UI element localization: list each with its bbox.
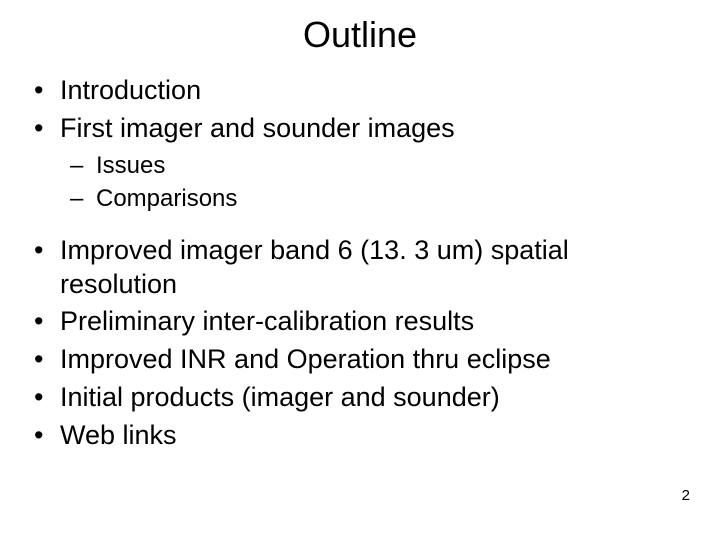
slide-body: Introduction First imager and sounder im… <box>0 74 720 452</box>
bullet-list-sub: Issues Comparisons <box>28 150 692 214</box>
list-item: Issues <box>28 150 692 181</box>
list-item: Improved imager band 6 (13. 3 um) spatia… <box>28 234 692 302</box>
list-item: Initial products (imager and sounder) <box>28 381 692 415</box>
spacer <box>28 226 692 234</box>
list-item: Introduction <box>28 74 692 108</box>
bullet-list-top: Introduction First imager and sounder im… <box>28 74 692 146</box>
slide-title: Outline <box>0 0 720 56</box>
list-item: First imager and sounder images <box>28 112 692 146</box>
bullet-list-bottom: Improved imager band 6 (13. 3 um) spatia… <box>28 234 692 453</box>
list-item: Improved INR and Operation thru eclipse <box>28 343 692 377</box>
list-item: Preliminary inter-calibration results <box>28 305 692 339</box>
list-item: Web links <box>28 419 692 453</box>
slide: Outline Introduction First imager and so… <box>0 0 720 540</box>
page-number: 2 <box>682 487 690 504</box>
list-item: Comparisons <box>28 183 692 214</box>
